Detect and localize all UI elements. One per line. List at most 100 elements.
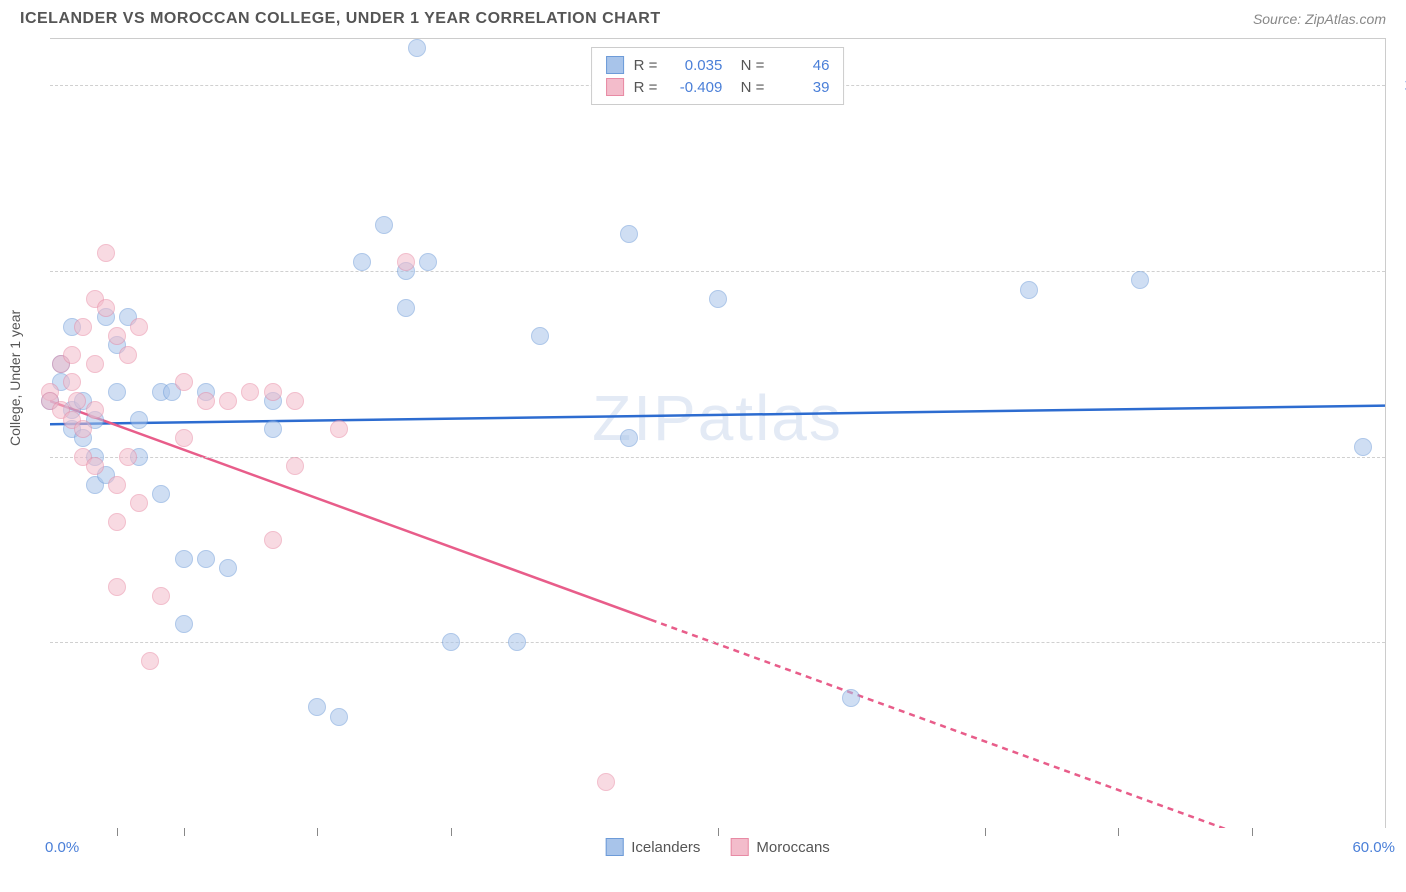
data-point <box>108 327 126 345</box>
data-point <box>175 429 193 447</box>
corr-row-icelanders: R = 0.035 N = 46 <box>606 54 830 76</box>
legend: Icelanders Moroccans <box>605 838 830 856</box>
corr-row-moroccans: R = -0.409 N = 39 <box>606 76 830 98</box>
data-point <box>286 392 304 410</box>
chart-header: ICELANDER VS MOROCCAN COLLEGE, UNDER 1 Y… <box>0 0 1406 33</box>
data-point <box>63 373 81 391</box>
y-tick-label: 40.0% <box>1395 634 1406 651</box>
data-point <box>119 448 137 466</box>
data-point <box>108 383 126 401</box>
data-point <box>74 318 92 336</box>
data-point <box>842 689 860 707</box>
data-point <box>241 383 259 401</box>
legend-swatch-moroccans <box>730 838 748 856</box>
data-point <box>197 392 215 410</box>
data-point <box>197 550 215 568</box>
data-point <box>419 253 437 271</box>
swatch-icelanders <box>606 56 624 74</box>
data-point <box>375 216 393 234</box>
data-point <box>508 633 526 651</box>
data-point <box>1354 438 1372 456</box>
data-point <box>119 346 137 364</box>
data-point <box>597 773 615 791</box>
gridline <box>50 271 1385 272</box>
chart-area: ZIPatlas R = 0.035 N = 46 R = -0.409 N =… <box>50 38 1386 828</box>
r-value-moroccans: -0.409 <box>667 79 722 96</box>
chart-title: ICELANDER VS MOROCCAN COLLEGE, UNDER 1 Y… <box>20 10 661 28</box>
data-point <box>68 392 86 410</box>
chart-source: Source: ZipAtlas.com <box>1253 11 1386 27</box>
n-value-icelanders: 46 <box>774 57 829 74</box>
data-point <box>219 559 237 577</box>
gridline <box>50 457 1385 458</box>
data-point <box>108 578 126 596</box>
data-point <box>130 318 148 336</box>
data-point <box>130 494 148 512</box>
data-point <box>330 420 348 438</box>
data-point <box>74 420 92 438</box>
n-label: N = <box>732 57 764 74</box>
data-point <box>264 420 282 438</box>
x-axis-end-label: 60.0% <box>1352 839 1395 856</box>
data-point <box>86 457 104 475</box>
x-tick <box>451 828 452 836</box>
swatch-moroccans <box>606 78 624 96</box>
y-tick-label: 60.0% <box>1395 448 1406 465</box>
trend-lines-svg <box>50 39 1385 828</box>
data-point <box>63 346 81 364</box>
data-point <box>264 531 282 549</box>
plot-area: ZIPatlas <box>50 39 1385 828</box>
data-point <box>1131 271 1149 289</box>
x-tick <box>317 828 318 836</box>
x-tick <box>117 828 118 836</box>
n-value-moroccans: 39 <box>774 79 829 96</box>
correlation-box: R = 0.035 N = 46 R = -0.409 N = 39 <box>591 47 845 105</box>
data-point <box>353 253 371 271</box>
data-point <box>175 615 193 633</box>
data-point <box>264 383 282 401</box>
legend-item-icelanders: Icelanders <box>605 838 700 856</box>
data-point <box>175 550 193 568</box>
data-point <box>620 429 638 447</box>
gridline <box>50 642 1385 643</box>
x-tick <box>1118 828 1119 836</box>
x-tick <box>1252 828 1253 836</box>
data-point <box>86 355 104 373</box>
legend-item-moroccans: Moroccans <box>730 838 829 856</box>
data-point <box>286 457 304 475</box>
data-point <box>308 698 326 716</box>
x-tick <box>718 828 719 836</box>
data-point <box>709 290 727 308</box>
data-point <box>108 476 126 494</box>
data-point <box>141 652 159 670</box>
legend-label-icelanders: Icelanders <box>631 839 700 856</box>
data-point <box>86 401 104 419</box>
data-point <box>397 253 415 271</box>
data-point <box>397 299 415 317</box>
r-label: R = <box>634 57 658 74</box>
data-point <box>97 244 115 262</box>
y-axis-label: College, Under 1 year <box>7 310 23 446</box>
legend-label-moroccans: Moroccans <box>756 839 829 856</box>
data-point <box>130 411 148 429</box>
r-label: R = <box>634 79 658 96</box>
data-point <box>1020 281 1038 299</box>
data-point <box>152 485 170 503</box>
y-tick-label: 80.0% <box>1395 263 1406 280</box>
y-tick-label: 100.0% <box>1395 77 1406 94</box>
data-point <box>531 327 549 345</box>
x-tick <box>985 828 986 836</box>
r-value-icelanders: 0.035 <box>667 57 722 74</box>
data-point <box>152 587 170 605</box>
x-axis-start-label: 0.0% <box>45 839 79 856</box>
legend-swatch-icelanders <box>605 838 623 856</box>
data-point <box>175 373 193 391</box>
data-point <box>330 708 348 726</box>
data-point <box>442 633 460 651</box>
x-tick <box>184 828 185 836</box>
n-label: N = <box>732 79 764 96</box>
data-point <box>408 39 426 57</box>
data-point <box>108 513 126 531</box>
data-point <box>97 299 115 317</box>
data-point <box>620 225 638 243</box>
